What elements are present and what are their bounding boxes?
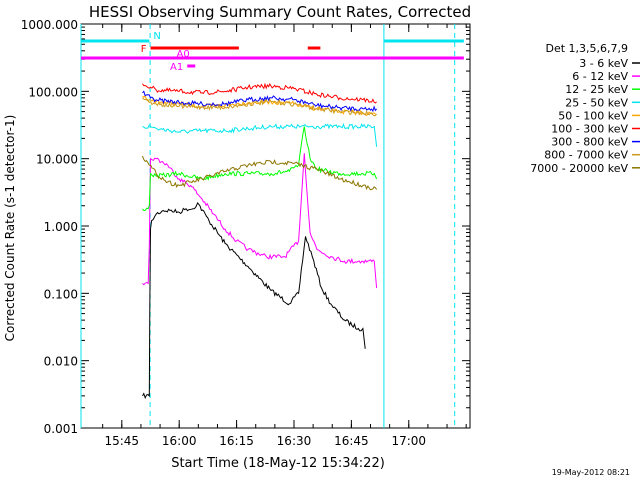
series-line [142,94,377,116]
x-tick-label: 15:45 [104,434,139,448]
y-tick-label: 10.000 [36,153,78,167]
series-line [142,155,378,191]
y-axis-label: Corrected Count Rate (s-1 detector-1) [3,115,17,342]
series-line [142,90,377,113]
x-tick-label: 17:00 [391,434,426,448]
legend-entry: 300 - 800 keV [551,136,628,149]
legend-entry: 50 - 100 keV [558,109,628,122]
flag-label: F [141,44,147,55]
series-line [142,97,377,117]
legend-title: Det 1,3,5,6,7,9 [545,42,628,55]
series-line [142,126,378,212]
legend-entry: 12 - 25 keV [565,83,628,96]
y-tick-label: 0.010 [44,355,78,369]
chart-title: HESSI Observing Summary Count Rates, Cor… [89,3,471,21]
legend-entry: 800 - 7000 keV [544,149,628,162]
legend-entry: 25 - 50 keV [565,96,628,109]
footer-timestamp: 19-May-2012 08:21 [552,468,630,477]
flag-label: A1 [170,62,183,73]
series-line [142,122,378,147]
flag-label: N [153,31,160,42]
x-tick-label: 16:00 [162,434,197,448]
flag-label: A0 [176,49,189,60]
y-tick-label: 100.000 [28,85,78,99]
legend-entry: 7000 - 20000 keV [530,162,628,175]
x-axis-label: Start Time (18-May-12 15:34:22) [171,456,385,471]
legend-entry: 6 - 12 keV [572,70,628,83]
legend-entry: 3 - 6 keV [579,57,628,70]
plot-area: 1000.000 100.000 10.000 1.000 0.100 0.010 0.00… [21,18,471,448]
series-line [142,153,378,289]
x-tick-label: 16:30 [277,434,312,448]
x-tick-label: 16:15 [219,434,254,448]
x-tick-label: 16:45 [334,434,369,448]
y-tick-label: 1.000 [44,220,78,234]
y-tick-label: 0.001 [44,422,78,436]
y-tick-label: 0.100 [44,287,78,301]
plot-frame [80,23,471,429]
y-tick-label: 1000.000 [21,18,78,32]
series-line [142,82,377,104]
legend-entry: 100 - 300 keV [551,123,628,136]
series-line [142,201,366,400]
